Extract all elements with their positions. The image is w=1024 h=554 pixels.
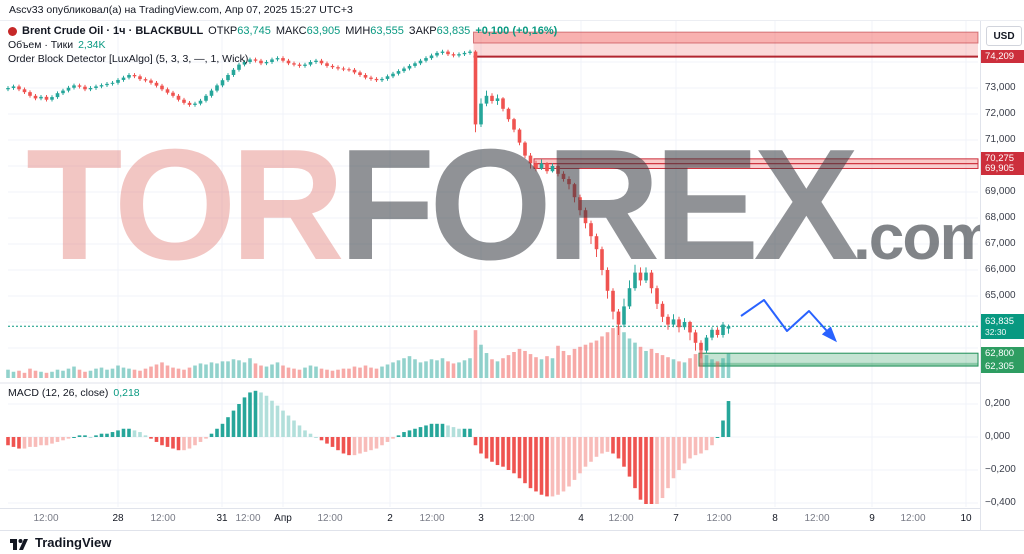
time-axis-label: 12:00 xyxy=(608,513,634,524)
macd-label: MACD (12, 26, close) xyxy=(8,387,109,399)
time-axis-label: 9 xyxy=(869,513,875,524)
currency-button[interactable]: USD xyxy=(986,26,1022,46)
close-label: ЗАКР xyxy=(408,25,437,37)
price-pill-green: 62,305 xyxy=(981,359,1024,373)
top-share-bar: Ascv33 опубликовал(а) на TradingView.com… xyxy=(0,0,1024,21)
time-axis-label: 3 xyxy=(478,513,484,524)
tradingview-brand-text[interactable]: TradingView xyxy=(35,535,112,550)
price-axis-label: 65,000 xyxy=(985,290,1016,301)
volume-value: 2,34K xyxy=(78,39,106,51)
high-label: МАКС xyxy=(275,25,307,37)
time-axis-label: 31 xyxy=(216,513,228,524)
macd-legend-row[interactable]: MACD (12, 26, close) 0,218 xyxy=(8,387,140,399)
change-value: +0,100 (+0,16%) xyxy=(475,25,558,37)
volume-label: Объем · Тики xyxy=(8,39,74,51)
close-value: 63,835 xyxy=(436,25,471,37)
broker-logo-icon xyxy=(8,27,17,36)
low-label: МИН xyxy=(345,25,371,37)
time-axis-label: 2 xyxy=(387,513,393,524)
price-axis[interactable]: USD 73,000 72,000 71,000 69,000 68,000 67,000… xyxy=(980,20,1024,530)
price-axis-label: 72,000 xyxy=(985,108,1016,119)
bottom-brand-bar: TradingView xyxy=(0,530,1024,554)
open-label: ОТКР xyxy=(208,25,238,37)
time-axis-label: 10 xyxy=(960,513,972,524)
macd-axis-label: −0,200 xyxy=(985,464,1016,475)
open-value: 63,745 xyxy=(237,25,271,37)
time-axis-label: 28 xyxy=(112,513,124,524)
macd-value: 0,218 xyxy=(113,387,140,399)
legend-indicator-row[interactable]: Order Block Detector [LuxAlgo] (5, 3, 3,… xyxy=(8,53,557,66)
time-axis-label: 8 xyxy=(772,513,778,524)
time-axis-label: 12:00 xyxy=(33,513,59,524)
chart-legend: Brent Crude Oil · 1ч · BLACKBULL ОТКР63,… xyxy=(8,25,557,67)
time-axis-label: 12:00 xyxy=(706,513,732,524)
price-axis-label: 67,000 xyxy=(985,238,1016,249)
price-axis-label: 68,000 xyxy=(985,212,1016,223)
price-pill-red: 74,209 xyxy=(981,50,1024,64)
time-axis-label: 12:00 xyxy=(509,513,535,524)
price-pill-teal: 63,835 32:30 xyxy=(981,313,1024,339)
time-axis-label: 12:00 xyxy=(150,513,176,524)
macd-axis-label: −0,400 xyxy=(985,497,1016,508)
tradingview-logo-icon[interactable] xyxy=(10,536,29,550)
legend-symbol-row[interactable]: Brent Crude Oil · 1ч · BLACKBULL ОТКР63,… xyxy=(8,25,557,38)
share-text: Ascv33 опубликовал(а) на TradingView.com… xyxy=(9,4,353,16)
time-axis-label: 12:00 xyxy=(317,513,343,524)
price-axis-label: 69,000 xyxy=(985,186,1016,197)
time-axis-label: 7 xyxy=(673,513,679,524)
macd-axis-label: 0,000 xyxy=(985,431,1011,442)
high-value: 63,905 xyxy=(306,25,341,37)
time-axis-label: 12:00 xyxy=(235,513,261,524)
time-axis-label: 12:00 xyxy=(900,513,926,524)
macd-axis-label: 0,200 xyxy=(985,398,1011,409)
time-axis-label: 4 xyxy=(578,513,584,524)
price-axis-label: 71,000 xyxy=(985,134,1016,145)
price-pill-red: 69,905 xyxy=(981,161,1024,175)
time-axis-label: 12:00 xyxy=(419,513,445,524)
low-value: 63,555 xyxy=(370,25,404,37)
price-pill-green: 62,800 xyxy=(981,346,1024,360)
symbol-title[interactable]: Brent Crude Oil · 1ч · BLACKBULL xyxy=(22,25,204,37)
price-axis-label: 73,000 xyxy=(985,82,1016,93)
order-block-detector-label: Order Block Detector [LuxAlgo] (5, 3, 3,… xyxy=(8,53,249,65)
time-axis-label: Апр xyxy=(274,513,292,524)
time-axis[interactable]: 12:00 28 12:00 31 12:00 Апр 12:00 2 12:00 3 12:00 4… xyxy=(0,508,980,531)
time-axis-label: 12:00 xyxy=(804,513,830,524)
legend-volume-row[interactable]: Объем · Тики 2,34K xyxy=(8,39,557,52)
price-axis-label: 66,000 xyxy=(985,264,1016,275)
